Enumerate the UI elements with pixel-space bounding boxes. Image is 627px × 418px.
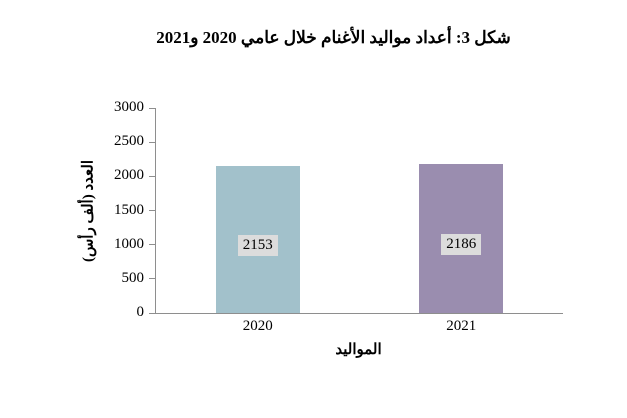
y-axis-tick-label: 2500 [114,133,144,150]
x-axis-title: المواليد [335,342,382,358]
y-axis-tick-label: 2000 [114,167,144,184]
y-axis-tick-label: 500 [121,269,145,286]
y-axis-tick-mark [149,312,156,314]
chart-title: شكل 3: أعداد مواليد الأغنام خلال عامي 20… [156,28,511,47]
y-axis-tick-label: 1000 [114,235,144,252]
y-axis-tick-label: 1500 [114,201,144,218]
plot-area: 0 500 1000 1500 2000 2500 3000 2153 2020 2186 2021 [114,99,563,334]
bar-value-label: 2153 [237,235,278,257]
y-axis-tick-mark [149,141,156,143]
y-axis-tick-mark [149,175,156,177]
y-axis-tick-mark [149,210,156,211]
y-axis-tick-mark [149,278,156,280]
x-axis-tick-label: 2021 [446,318,477,334]
y-axis-tick-label: 0 [136,304,145,320]
y-axis-tick-mark [149,107,156,109]
x-axis-tick-label: 2020 [242,318,273,334]
y-axis-tick-label: 3000 [114,99,144,115]
y-axis-tick-mark [149,244,156,246]
y-axis-title: العدد (ألف رأس) [80,159,97,263]
bar-value-label: 2186 [441,234,482,256]
